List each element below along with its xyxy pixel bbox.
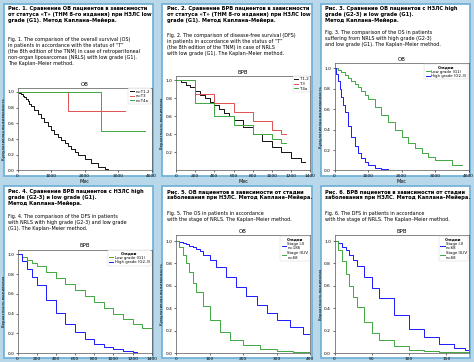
Text: Рис. 3. Сравнение ОВ пациентов с НЗЛС high
grade (G2-3) и low grade (G1).
Метод : Рис. 3. Сравнение ОВ пациентов с НЗЛС hi…: [325, 6, 458, 24]
Text: Fig. 4. The comparison of the DFS in patients
with NRLS with high grade (G2-3) a: Fig. 4. The comparison of the DFS in pat…: [9, 214, 127, 231]
FancyBboxPatch shape: [4, 4, 153, 176]
Text: Fig. 6. The DFS in patients in accordance
with the stage of NRLS. The Kaplan–Mei: Fig. 6. The DFS in patients in accordanc…: [325, 211, 450, 222]
FancyBboxPatch shape: [321, 4, 470, 176]
Text: Рис. 4. Сравнение БРВ пациентов с НЗЛС high
grade (G2-3) и low grade (G1).
Метод: Рис. 4. Сравнение БРВ пациентов с НЗЛС h…: [9, 189, 144, 206]
FancyBboxPatch shape: [4, 186, 153, 358]
Text: Fig. 5. The OS in patients in accordance
with the stage of NRLS. The Kaplan–Meie: Fig. 5. The OS in patients in accordance…: [167, 211, 292, 222]
Text: Рис. 6. БРВ пациентов в зависимости от стадии
заболевания при НЗЛС. Метод Каплан: Рис. 6. БРВ пациентов в зависимости от с…: [325, 189, 471, 200]
Text: Fig. 2. The comparison of disease-free survival (DFS)
in patients in accordance : Fig. 2. The comparison of disease-free s…: [167, 33, 296, 56]
Text: Рис. 1. Сравнение ОВ пациентов в зависимости
от статуса «Т» (ТНМ 8-го издания) п: Рис. 1. Сравнение ОВ пациентов в зависим…: [9, 6, 152, 24]
FancyBboxPatch shape: [162, 4, 311, 176]
FancyBboxPatch shape: [162, 186, 311, 358]
Text: Рис. 5. ОВ пациентов в зависимости от стадии
заболевания при НЗЛС. Метод Каплана: Рис. 5. ОВ пациентов в зависимости от ст…: [167, 189, 312, 200]
FancyBboxPatch shape: [321, 186, 470, 358]
Text: Fig. 3. The comparison of the OS in patients
suffering from NRLS with high grade: Fig. 3. The comparison of the OS in pati…: [325, 30, 441, 47]
Text: Рис. 2. Сравнение БРВ пациентов в зависимости
от статуса «Т» (ТНМ 8-го издания) : Рис. 2. Сравнение БРВ пациентов в зависи…: [167, 6, 310, 24]
Text: Fig. 1. The comparison of the overall survival (OS)
in patients in accordance wi: Fig. 1. The comparison of the overall su…: [9, 37, 140, 66]
